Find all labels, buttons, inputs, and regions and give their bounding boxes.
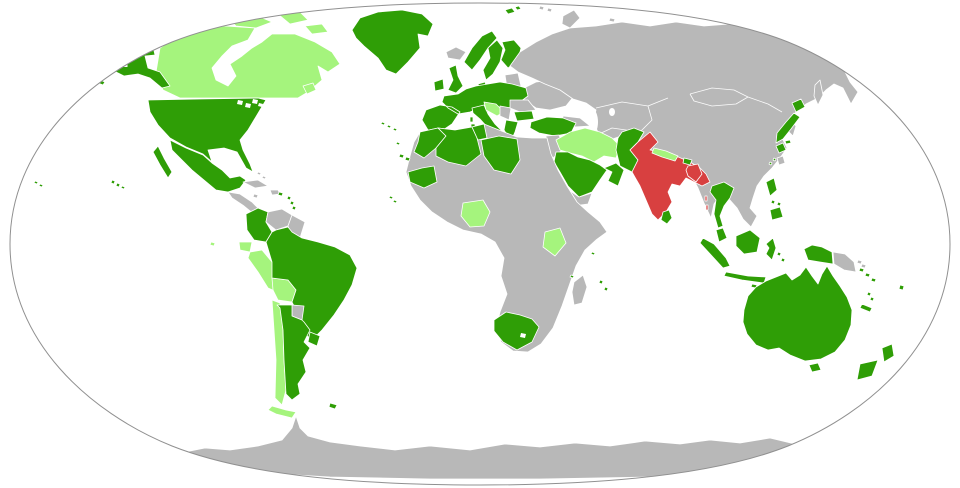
region-tunisia: [471, 123, 488, 141]
region-oman-uae: [603, 162, 625, 187]
region-kenya: [542, 227, 567, 257]
region-puerto-rico: [277, 191, 284, 197]
region-tierra-del-fuego: [267, 405, 297, 419]
aral-sea: [609, 108, 615, 116]
region-libya: [480, 135, 521, 175]
region-sweden: [482, 39, 504, 81]
region-bangladesh: [685, 163, 703, 183]
region-falkland-islands: [328, 402, 338, 410]
region-south-africa: [493, 311, 540, 351]
region-australia: [742, 265, 853, 373]
region-norway: [463, 30, 498, 71]
region-svalbard: [504, 5, 522, 15]
region-bahamas: [256, 171, 267, 180]
region-franz-josef-land: [538, 5, 616, 23]
region-japan: [768, 98, 806, 166]
region-taiwan: [776, 155, 786, 166]
region-united-kingdom: [447, 64, 464, 94]
region-sri-lanka: [660, 209, 673, 225]
region-brazil: [265, 226, 358, 341]
region-azores-madeira-canary: [380, 121, 411, 162]
region-algeria: [435, 126, 482, 167]
internal-borders: [595, 87, 783, 135]
region-serbia-macedonia: [499, 105, 512, 121]
region-philippines: [765, 177, 784, 221]
region-newfoundland: [302, 82, 317, 95]
region-mauritania: [407, 165, 438, 189]
region-midway-islands: [33, 180, 44, 188]
region-greenland: [351, 9, 434, 75]
region-bulgaria: [513, 110, 535, 122]
region-jamaica: [252, 193, 259, 199]
region-uruguay: [307, 331, 321, 347]
region-nepal: [651, 147, 679, 162]
map-outline: [9, 2, 951, 486]
region-galapagos: [209, 241, 216, 247]
region-ireland: [433, 78, 445, 92]
region-iceland: [445, 46, 467, 61]
region-nigeria: [460, 199, 491, 228]
region-bhutan: [682, 157, 693, 166]
region-mexico: [152, 139, 247, 193]
region-madagascar: [571, 274, 588, 306]
region-sakhalin: [813, 79, 824, 106]
region-lesotho: [520, 333, 526, 338]
region-antarctica: [167, 415, 816, 480]
region-ecuador: [238, 241, 253, 253]
region-indian-ocean-islands: [569, 251, 609, 292]
region-africa-mainland: [405, 123, 608, 353]
region-papua-new-guinea: [832, 251, 867, 273]
region-usa: [147, 97, 267, 173]
region-melanesia-islands: [858, 267, 905, 313]
region-argentina: [276, 304, 311, 401]
region-malaysia: [715, 227, 728, 243]
great-lakes: [237, 99, 263, 108]
region-new-zealand: [856, 343, 895, 381]
region-hawaii: [110, 179, 126, 190]
region-lesser-antilles: [286, 195, 297, 211]
region-novaya-zemlya: [561, 9, 581, 29]
region-andaman-islands: [704, 195, 709, 211]
caspian-sea: [586, 109, 598, 135]
region-thailand: [709, 181, 735, 229]
region-saudi-arabia: [553, 151, 608, 198]
region-cape-verde: [388, 195, 398, 204]
region-cuba: [242, 179, 269, 189]
